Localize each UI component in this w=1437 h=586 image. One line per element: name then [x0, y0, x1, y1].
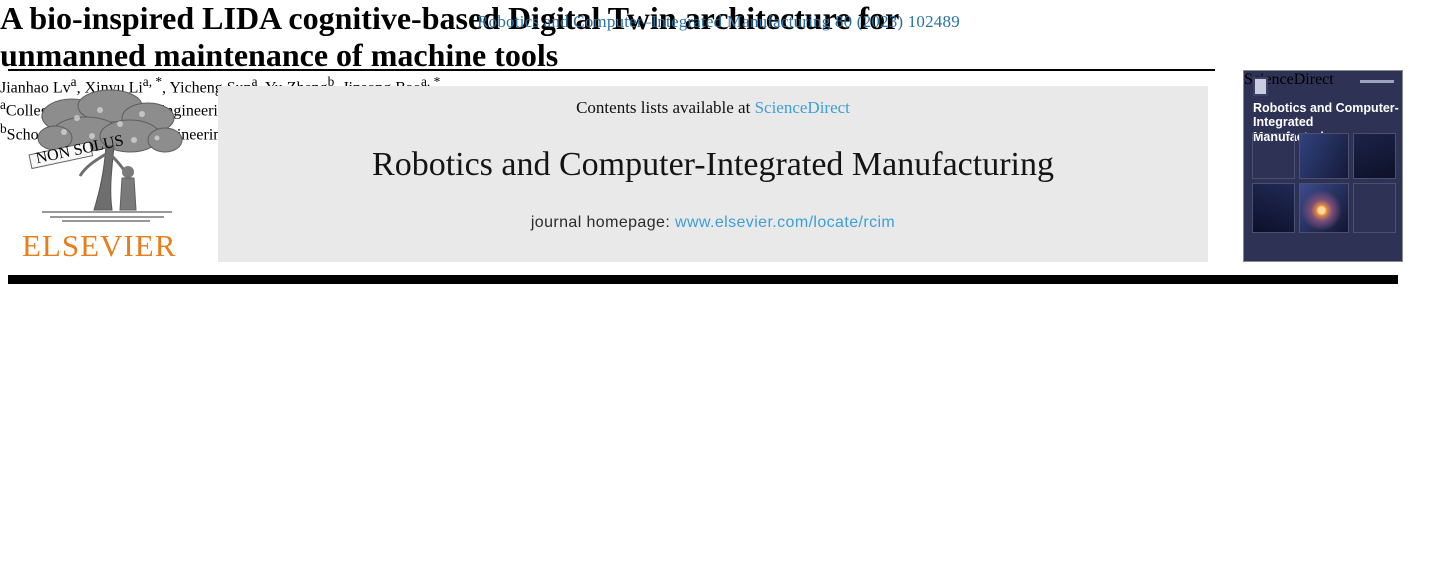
cover-image-tile: [1299, 133, 1349, 179]
contents-prefix: Contents lists available at: [576, 98, 755, 117]
cover-elsevier-mini-logo: [1253, 77, 1268, 96]
contents-line: Contents lists available at ScienceDirec…: [218, 86, 1208, 118]
cover-image-tile: [1252, 182, 1296, 233]
elsevier-wordmark: ELSEVIER: [22, 228, 177, 263]
cover-image-tile: [1252, 133, 1296, 179]
journal-title: Robotics and Computer-Integrated Manufac…: [372, 146, 1054, 183]
journal-homepage-link[interactable]: www.elsevier.com/locate/rcim: [675, 214, 896, 231]
homepage-prefix: journal homepage:: [530, 214, 676, 231]
journal-cover-thumbnail[interactable]: Robotics and Computer- Integrated Manufa…: [1243, 70, 1403, 262]
cover-image-grid: [1252, 133, 1396, 233]
header-bottom-rule: [8, 275, 1398, 284]
cover-issn-text: [1360, 80, 1394, 83]
elsevier-logo[interactable]: NON SOLUS ELSEVIER: [22, 80, 208, 268]
journal-citation: Robotics and Computer–Integrated Manufac…: [477, 12, 960, 31]
affiliation-marker: b: [0, 120, 7, 136]
cover-image-tile: [1299, 182, 1349, 233]
article-title: A bio-inspired LIDA cognitive-based Digi…: [0, 0, 1437, 74]
author-separator: ,: [76, 79, 85, 97]
elsevier-tree-logo: NON SOLUS: [22, 80, 192, 226]
cover-image-tile: [1352, 133, 1396, 179]
affiliation-marker: a: [0, 97, 6, 113]
author-affiliation-marker: a, *: [421, 74, 441, 89]
author-affiliation-marker: a, *: [142, 74, 163, 89]
author-separator: ,: [162, 79, 170, 97]
journal-banner: Contents lists available at ScienceDirec…: [218, 86, 1208, 262]
homepage-line: journal homepage: www.elsevier.com/locat…: [218, 214, 1208, 232]
sciencedirect-link[interactable]: ScienceDirect: [754, 98, 850, 117]
author-affiliation-marker: b: [327, 74, 335, 89]
cover-image-tile: [1352, 182, 1396, 233]
author-affiliation-marker: a: [251, 74, 258, 89]
author-affiliation-marker: a: [70, 74, 77, 89]
header-top-rule: [8, 69, 1215, 71]
author-name: Jianhao Lv: [0, 79, 71, 97]
article-title-line1: A bio-inspired LIDA cognitive-based Digi…: [0, 0, 900, 36]
article-title-line2: unmanned maintenance of machine tools: [0, 37, 559, 73]
